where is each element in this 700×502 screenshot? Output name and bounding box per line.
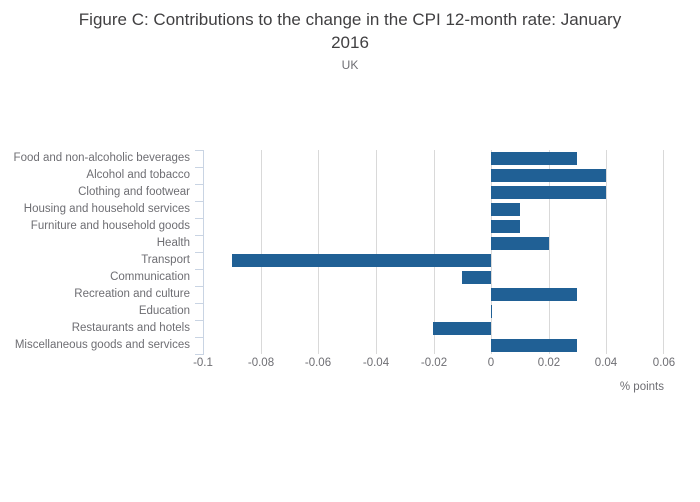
y-axis-tick bbox=[195, 354, 203, 355]
chart-title-line2: 2016 bbox=[331, 33, 369, 52]
x-tick-label: 0 bbox=[487, 357, 495, 369]
x-tick-label: 0.02 bbox=[537, 357, 561, 369]
bar-miscellaneous-goods-and-services bbox=[491, 339, 577, 352]
category-label: Recreation and culture bbox=[74, 288, 190, 300]
bar-furniture-and-household-goods bbox=[491, 220, 520, 233]
y-axis-tick bbox=[195, 303, 203, 304]
bar-food-and-non-alcoholic-beverages bbox=[491, 152, 577, 165]
y-axis-tick bbox=[195, 167, 203, 168]
chart-title-line1: Figure C: Contributions to the change in… bbox=[78, 10, 622, 29]
gridline bbox=[376, 150, 377, 354]
category-axis-labels: Food and non-alcoholic beverages Alcohol … bbox=[0, 150, 190, 354]
x-tick-label: 0.06 bbox=[652, 357, 676, 369]
y-axis-tick bbox=[195, 337, 203, 338]
bar-recreation-and-culture bbox=[491, 288, 577, 301]
gridline bbox=[663, 150, 664, 354]
x-tick-label: -0.02 bbox=[420, 357, 448, 369]
gridline bbox=[606, 150, 607, 354]
chart-title: Figure C: Contributions to the change in… bbox=[0, 8, 700, 54]
plot-area bbox=[195, 150, 664, 355]
bar-health bbox=[491, 237, 549, 250]
category-label: Clothing and footwear bbox=[78, 186, 190, 198]
x-axis-title: % points bbox=[619, 381, 664, 393]
category-label: Restaurants and hotels bbox=[71, 322, 190, 334]
gridline bbox=[261, 150, 262, 354]
bar-transport bbox=[232, 254, 491, 267]
x-axis-tick-labels: -0.1 -0.08 -0.06 -0.04 -0.02 0 0.02 0.04 0.06 bbox=[193, 357, 675, 371]
category-label: Furniture and household goods bbox=[30, 220, 190, 232]
gridline bbox=[434, 150, 435, 354]
y-axis-tick bbox=[195, 269, 203, 270]
category-label: Alcohol and tobacco bbox=[86, 169, 190, 181]
y-axis-tick bbox=[195, 235, 203, 236]
gridline bbox=[549, 150, 550, 354]
x-tick-label: -0.06 bbox=[304, 357, 332, 369]
bar-alcohol-and-tobacco bbox=[491, 169, 606, 182]
category-label: Housing and household services bbox=[23, 203, 190, 215]
x-tick-label: -0.08 bbox=[247, 357, 275, 369]
category-label: Transport bbox=[141, 254, 190, 266]
category-label: Health bbox=[156, 237, 190, 249]
y-axis-line bbox=[203, 150, 204, 355]
y-axis-tick bbox=[195, 320, 203, 321]
bar-communication bbox=[462, 271, 491, 284]
y-axis-tick bbox=[195, 150, 203, 151]
x-tick-label: -0.04 bbox=[362, 357, 390, 369]
y-axis-tick bbox=[195, 252, 203, 253]
x-tick-label: -0.1 bbox=[193, 357, 213, 369]
bar-clothing-and-footwear bbox=[491, 186, 606, 199]
y-axis-tick bbox=[195, 286, 203, 287]
bar-education bbox=[491, 305, 492, 318]
category-label: Education bbox=[138, 305, 190, 317]
y-axis-tick bbox=[195, 218, 203, 219]
bar-chart: Food and non-alcoholic beverages Alcohol … bbox=[0, 150, 700, 410]
category-label: Food and non-alcoholic beverages bbox=[13, 152, 190, 164]
gridline bbox=[318, 150, 319, 354]
x-tick-label: 0.04 bbox=[594, 357, 618, 369]
y-axis-tick bbox=[195, 184, 203, 185]
category-label: Communication bbox=[110, 271, 190, 283]
category-label: Miscellaneous goods and services bbox=[14, 339, 190, 351]
bar-housing-and-household-services bbox=[491, 203, 520, 216]
gridline bbox=[491, 150, 492, 354]
bar-restaurants-and-hotels bbox=[433, 322, 491, 335]
chart-subtitle: UK bbox=[341, 58, 359, 72]
y-axis-tick bbox=[195, 201, 203, 202]
